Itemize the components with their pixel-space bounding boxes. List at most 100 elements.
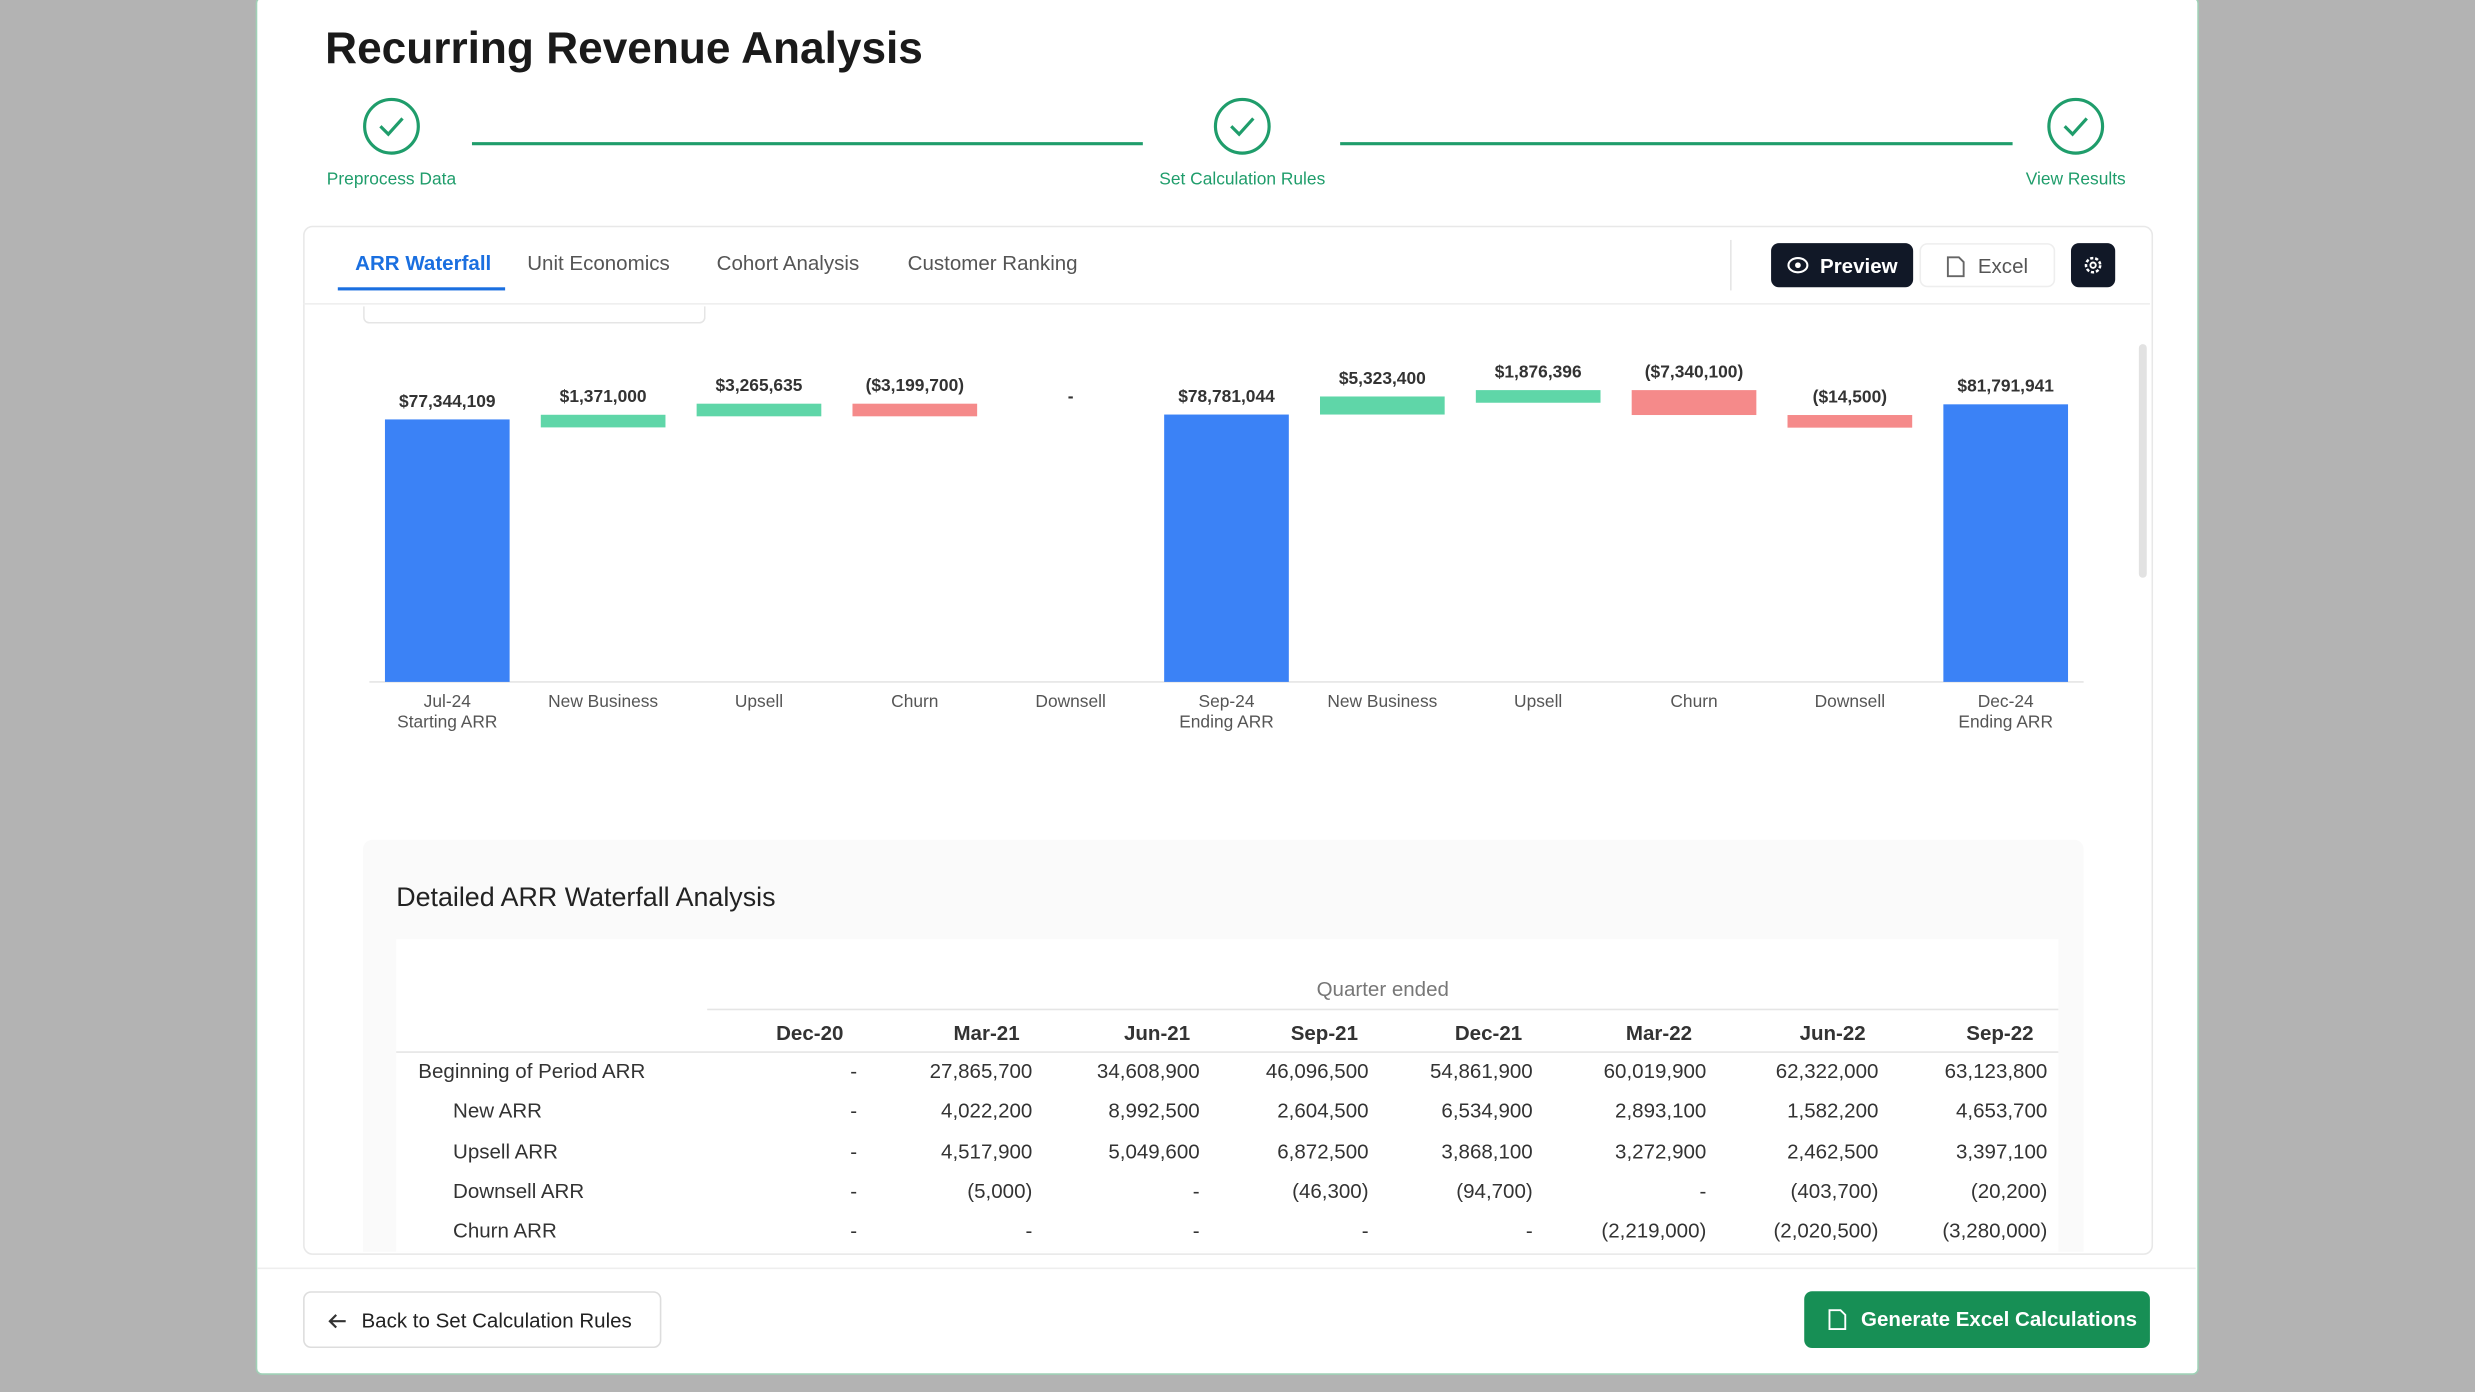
check-icon: [1230, 117, 1255, 137]
generate-label: Generate Excel Calculations: [1861, 1306, 2138, 1331]
row-label: Beginning of Period ARR: [418, 1059, 646, 1083]
step-label: Preprocess Data: [327, 169, 457, 189]
cell: 6,872,500: [1277, 1139, 1369, 1163]
cell: -: [1525, 1218, 1533, 1243]
cell: 63,123,800: [1944, 1059, 2048, 1083]
bar: [1631, 390, 1757, 416]
value-label: $77,344,109: [399, 391, 496, 411]
file-icon: [1946, 256, 1965, 278]
category-label: Jul-24: [424, 691, 472, 711]
preview-button[interactable]: Preview: [1771, 243, 1914, 288]
tab[interactable]: Customer Ranking: [907, 250, 1078, 275]
row-label: Churn ARR: [453, 1218, 557, 1243]
value-label: $1,371,000: [560, 386, 647, 406]
card: [303, 225, 2154, 1255]
tab[interactable]: Unit Economics: [527, 250, 670, 275]
column-header: Mar-21: [953, 1021, 1020, 1045]
preview-label: Preview: [1820, 254, 1898, 278]
column-header: Jun-22: [1799, 1021, 1866, 1045]
row-label: Downsell ARR: [453, 1178, 585, 1203]
cell: 3,272,900: [1615, 1139, 1707, 1163]
category-label: Downsell: [1035, 691, 1105, 711]
cell: 46,096,500: [1265, 1059, 1369, 1083]
table: [396, 939, 2059, 1252]
bar: [1319, 396, 1445, 415]
cell: 62,322,000: [1775, 1059, 1879, 1083]
cell: -: [850, 1139, 858, 1163]
value-label: $5,323,400: [1339, 368, 1426, 388]
category-label: Dec-24: [1978, 691, 2034, 711]
cell: 2,462,500: [1787, 1139, 1879, 1163]
stepper: Preprocess Data Set Calculation Rules View…: [327, 97, 2126, 189]
cell: 3,397,100: [1956, 1139, 2048, 1163]
bar: [384, 419, 510, 682]
cell: -: [1192, 1218, 1200, 1243]
step-label: View Results: [2026, 169, 2126, 189]
bar: [696, 403, 822, 417]
cell: 60,019,900: [1603, 1059, 1707, 1083]
cell: (5,000): [967, 1178, 1033, 1203]
cell: 4,022,200: [941, 1099, 1033, 1123]
cell: -: [1699, 1178, 1707, 1203]
excel-button[interactable]: Excel: [1919, 243, 2056, 288]
check-icon: [2063, 117, 2088, 137]
bar: [1787, 415, 1913, 428]
column-header: Mar-22: [1625, 1021, 1693, 1045]
value-label: ($7,340,100): [1645, 361, 1743, 381]
bar: [1164, 414, 1289, 682]
table-title: Detailed ARR Waterfall Analysis: [396, 882, 776, 913]
cut-off-control: [363, 306, 706, 324]
bar: [852, 403, 978, 417]
category-label: Ending ARR: [1958, 712, 2053, 732]
cell: 8,992,500: [1108, 1099, 1200, 1123]
cell: 6,534,900: [1441, 1099, 1533, 1123]
cell: -: [850, 1218, 858, 1243]
eye-icon: [1787, 257, 1809, 274]
cell: (2,020,500): [1773, 1218, 1879, 1243]
back-button[interactable]: Back to Set Calculation Rules: [303, 1291, 662, 1349]
cell: -: [850, 1059, 858, 1083]
step-label: Set Calculation Rules: [1159, 169, 1325, 189]
cell: (46,300): [1292, 1178, 1369, 1203]
category-label: Ending ARR: [1179, 712, 1274, 732]
value-label: $1,876,396: [1495, 361, 1582, 381]
category-label: Churn: [891, 691, 938, 711]
tab[interactable]: Cohort Analysis: [716, 250, 860, 275]
cell: 4,653,700: [1956, 1099, 2048, 1123]
cell: (2,219,000): [1601, 1218, 1707, 1243]
cell: 5,049,600: [1108, 1139, 1200, 1163]
cell: -: [850, 1178, 858, 1203]
active-tab-underline: [337, 287, 506, 291]
step-circle: [363, 97, 420, 155]
cell: 54,861,900: [1429, 1059, 1533, 1083]
category-label: Downsell: [1815, 691, 1885, 711]
cell: (94,700): [1456, 1178, 1533, 1203]
category-label: New Business: [1327, 691, 1437, 711]
footer-divider: [257, 1267, 2196, 1270]
column-header: Sep-22: [1966, 1021, 2034, 1045]
check-icon: [379, 117, 404, 137]
back-label: Back to Set Calculation Rules: [361, 1308, 632, 1333]
category-label: Sep-24: [1199, 691, 1255, 711]
gear-icon: [2084, 256, 2102, 274]
tab[interactable]: ARR Waterfall: [355, 250, 492, 275]
row-label: New ARR: [453, 1099, 542, 1123]
cell: 3,868,100: [1441, 1139, 1533, 1163]
value-label: -: [1068, 386, 1074, 406]
category-label: Churn: [1670, 691, 1717, 711]
separator: [1730, 239, 1732, 291]
tab-divider: [303, 303, 2150, 305]
rule: [707, 1008, 2059, 1011]
group-header: Quarter ended: [1316, 977, 1449, 1001]
column-header: Dec-20: [776, 1021, 844, 1045]
settings-button[interactable]: [2070, 243, 2116, 288]
step-circle: [1213, 97, 1271, 155]
category-label: Upsell: [735, 691, 783, 711]
row-label: Upsell ARR: [453, 1139, 558, 1163]
generate-button[interactable]: Generate Excel Calculations: [1804, 1291, 2150, 1349]
arrow-icon: [328, 1314, 346, 1329]
column-header: Dec-21: [1454, 1021, 1523, 1045]
cell: (20,200): [1970, 1178, 2048, 1203]
value-label: $81,791,941: [1957, 376, 2054, 396]
